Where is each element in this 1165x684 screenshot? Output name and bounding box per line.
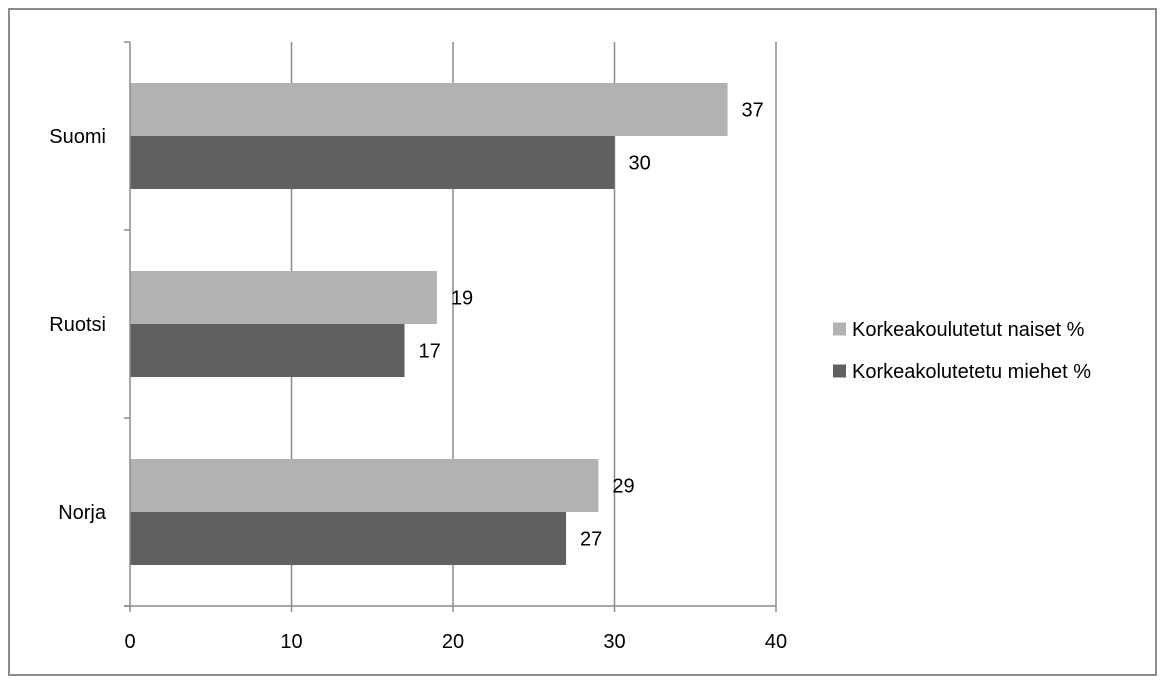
- data-label-norja-series-1: 29: [612, 476, 634, 498]
- data-label-suomi-series-1: 37: [742, 100, 764, 122]
- bar-norja-series-1: [130, 459, 599, 512]
- bar-ruotsi-series-1: [130, 271, 437, 324]
- bar-norja-series-2: [130, 512, 567, 565]
- legend-label-series-2: Korkeakolutetetu miehet %: [852, 361, 1091, 383]
- x-tick-label-40: 40: [765, 631, 787, 653]
- bar-suomi-series-1: [130, 83, 728, 136]
- data-label-ruotsi-series-1: 19: [451, 288, 473, 310]
- data-label-norja-series-2: 27: [580, 529, 602, 551]
- bar-suomi-series-2: [130, 136, 615, 189]
- x-tick-label-0: 0: [124, 631, 135, 653]
- x-tick-label-20: 20: [442, 631, 464, 653]
- y-tick-label-norja: Norja: [58, 502, 107, 524]
- labels-layer: 37 30 Suomi 19 17 Ruotsi 29 27 Norja 0 10 20 30 40: [49, 100, 787, 654]
- axes-layer: [124, 41, 777, 612]
- y-tick-label-suomi: Suomi: [49, 126, 106, 148]
- bars-layer: [130, 83, 728, 565]
- legend-swatch-series-2: [833, 364, 846, 378]
- x-tick-label-30: 30: [603, 631, 625, 653]
- legend-label-series-1: Korkeakoulutetut naiset %: [852, 319, 1085, 341]
- x-tick-label-10: 10: [280, 631, 302, 653]
- y-tick-label-ruotsi: Ruotsi: [49, 314, 106, 336]
- bar-ruotsi-series-2: [130, 324, 405, 377]
- data-label-ruotsi-series-2: 17: [419, 341, 441, 363]
- legend-swatch-series-1: [833, 322, 846, 336]
- data-label-suomi-series-2: 30: [629, 153, 651, 175]
- legend: Korkeakoulutetut naiset % Korkeakolutetet…: [833, 319, 1091, 383]
